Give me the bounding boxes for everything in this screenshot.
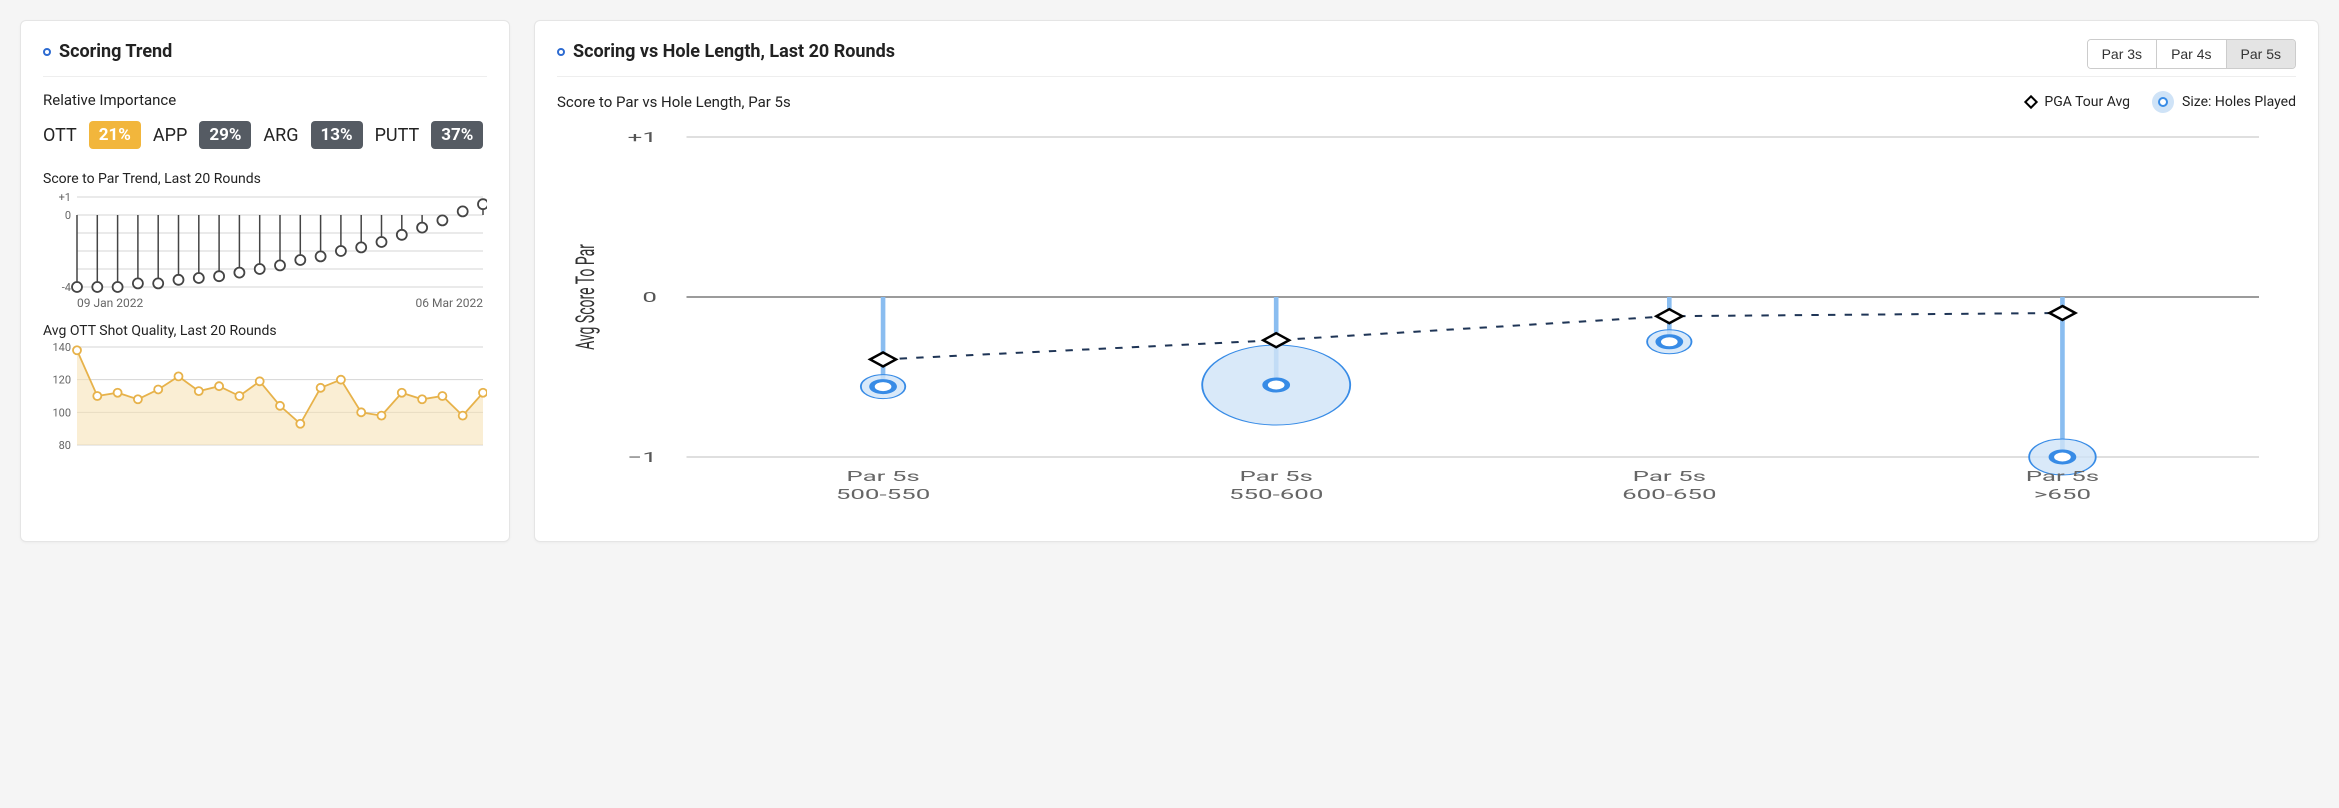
chart-subtitle: Score to Par vs Hole Length, Par 5s (557, 93, 791, 111)
legend: PGA Tour Avg Size: Holes Played (2026, 91, 2296, 113)
bullet-icon (43, 48, 51, 56)
card-header: Scoring Trend (43, 41, 487, 77)
bullet-icon (557, 48, 565, 56)
scoring-vs-length-card: Scoring vs Hole Length, Last 20 Rounds P… (534, 20, 2319, 542)
circle-icon (2152, 91, 2174, 113)
svg-text:Par 5s: Par 5s (1633, 469, 1706, 485)
card-header: Scoring vs Hole Length, Last 20 Rounds (557, 41, 2296, 77)
ott-quality-chart: 80 100 120 140 (43, 343, 487, 463)
card-title: Scoring Trend (59, 41, 172, 62)
legend-pga: PGA Tour Avg (2026, 94, 2130, 110)
scoring-trend-card: Scoring Trend Relative Importance OTT 21%… (20, 20, 510, 542)
svg-text:06 Mar 2022: 06 Mar 2022 (416, 296, 484, 310)
legend-size-label: Size: Holes Played (2182, 94, 2296, 110)
chart-header-row: Score to Par vs Hole Length, Par 5s PGA … (557, 91, 2296, 113)
svg-text:−1: −1 (628, 450, 657, 466)
legend-pga-label: PGA Tour Avg (2044, 94, 2130, 110)
svg-text:>650: >650 (2034, 487, 2091, 503)
dashboard: Scoring Trend Relative Importance OTT 21%… (20, 20, 2319, 542)
importance-badge: 13% (311, 121, 363, 149)
legend-size: Size: Holes Played (2152, 91, 2296, 113)
svg-text:0: 0 (642, 290, 657, 306)
svg-text:+1: +1 (59, 191, 71, 204)
tab-par-3s[interactable]: Par 3s (2088, 40, 2157, 68)
svg-text:-4: -4 (62, 281, 71, 294)
importance-label: APP (153, 125, 187, 146)
svg-text:550-600: 550-600 (1229, 487, 1323, 503)
importance-badge: 21% (89, 121, 141, 149)
score-trend-chart: -4 0 +1 09 Jan 2022 06 Mar 2022 (43, 191, 487, 311)
score-trend-title: Score to Par Trend, Last 20 Rounds (43, 171, 487, 187)
diamond-icon (2024, 95, 2038, 109)
importance-badge: 29% (199, 121, 251, 149)
svg-text:600-650: 600-650 (1622, 487, 1716, 503)
svg-text:120: 120 (52, 374, 71, 387)
svg-text:Avg Score To Par: Avg Score To Par (572, 244, 602, 350)
svg-text:Par 5s: Par 5s (846, 469, 919, 485)
importance-row: OTT 21% APP 29% ARG 13% PUTT 37% (43, 121, 487, 149)
importance-label: ARG (263, 125, 298, 146)
importance-badge: 37% (431, 121, 483, 149)
relative-importance-label: Relative Importance (43, 91, 487, 109)
ott-quality-title: Avg OTT Shot Quality, Last 20 Rounds (43, 323, 487, 339)
svg-text:Par 5s: Par 5s (1240, 469, 1313, 485)
svg-text:0: 0 (65, 209, 71, 222)
tab-par-4s[interactable]: Par 4s (2157, 40, 2226, 68)
par-tabs: Par 3sPar 4sPar 5s (2087, 39, 2296, 69)
svg-text:100: 100 (52, 406, 71, 419)
svg-text:500-550: 500-550 (836, 487, 930, 503)
tab-par-5s[interactable]: Par 5s (2227, 40, 2295, 68)
svg-text:09 Jan 2022: 09 Jan 2022 (77, 296, 143, 310)
svg-text:Par 5s: Par 5s (2026, 469, 2099, 485)
svg-text:80: 80 (59, 439, 71, 452)
card-title: Scoring vs Hole Length, Last 20 Rounds (573, 41, 895, 62)
svg-text:+1: +1 (628, 130, 657, 146)
svg-text:140: 140 (52, 343, 71, 354)
importance-label: PUTT (375, 125, 420, 146)
hole-length-chart: −1 0 +1 Avg Score To Par Par 5s 500-550 Par 5s… (557, 117, 2296, 517)
importance-label: OTT (43, 125, 77, 146)
